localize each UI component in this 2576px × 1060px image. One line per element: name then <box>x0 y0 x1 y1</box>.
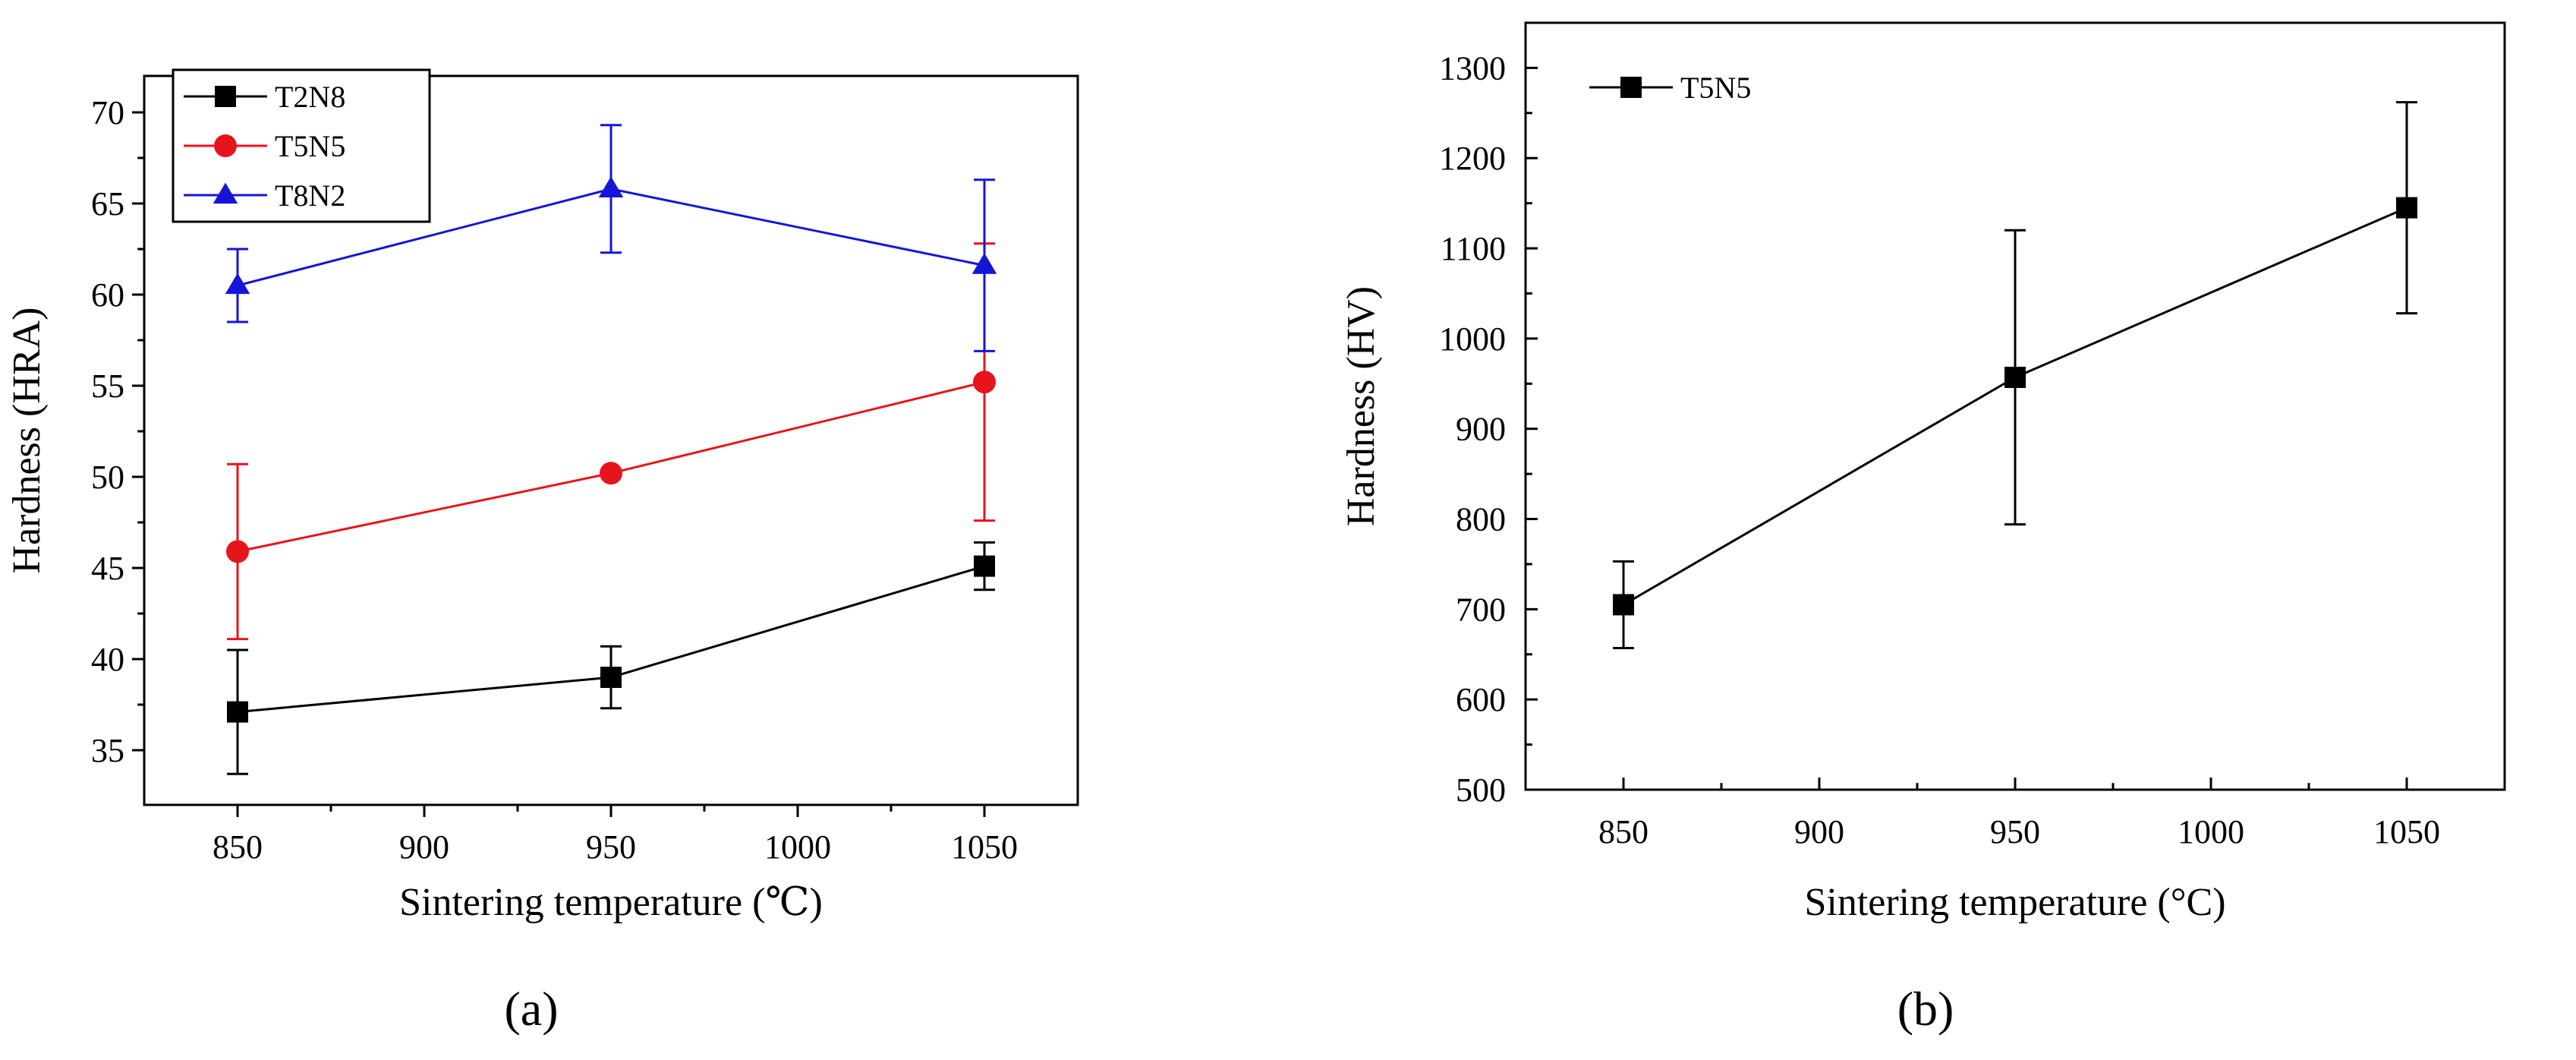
data-point-T2N8 <box>227 701 248 723</box>
y-tick-label: 65 <box>91 185 124 222</box>
chart-panel-a: 850 900 950 1000 1050 35 40 45 50 55 60 65 70 Sinteri… <box>5 68 1079 1036</box>
data-point-T5N5 <box>600 462 622 485</box>
y-tick-label: 900 <box>1456 411 1506 448</box>
legend: T5N5 <box>1589 71 1751 105</box>
y-tick-label: 700 <box>1456 591 1506 628</box>
legend-marker <box>213 182 238 204</box>
y-tick-label: 600 <box>1456 681 1506 718</box>
data-point-T8N2 <box>225 273 250 295</box>
legend-marker <box>215 86 236 107</box>
x-tick-label: 850 <box>213 828 263 866</box>
y-tick-label: 45 <box>91 550 124 587</box>
data-point-T5N5 <box>2396 197 2417 219</box>
data-point-T8N2 <box>972 253 997 274</box>
x-tick-label: 1050 <box>2373 813 2440 850</box>
legend-label: T8N2 <box>275 178 345 213</box>
y-tick-label: 50 <box>91 459 124 496</box>
panel-label: (b) <box>1897 982 1954 1036</box>
y-tick-label: 1300 <box>1439 49 1506 87</box>
data-point-T5N5 <box>2004 366 2026 388</box>
legend: T2N8 T5N5 T8N2 <box>172 68 431 223</box>
y-axis-label: Hardness (HRA) <box>5 308 49 574</box>
y-tick-label: 800 <box>1456 501 1506 538</box>
legend-marker <box>1620 77 1642 98</box>
data-point-T5N5 <box>226 540 249 563</box>
series-T8N2 <box>225 124 997 352</box>
y-tick-label: 1100 <box>1441 230 1506 267</box>
x-tick-label: 950 <box>586 828 636 866</box>
y-tick-label: 1000 <box>1439 320 1506 358</box>
y-tick-label: 55 <box>91 368 124 405</box>
series-T5N5 <box>226 242 996 641</box>
y-tick-label: 40 <box>91 641 124 678</box>
y-tick-label: 500 <box>1456 771 1506 809</box>
data-point-T5N5 <box>1613 594 1634 616</box>
data-point-T2N8 <box>974 555 995 577</box>
x-tick-label: 1050 <box>951 828 1018 866</box>
data-point-T8N2 <box>598 176 624 197</box>
y-tick-label: 35 <box>91 732 124 769</box>
x-tick-label: 850 <box>1598 813 1649 850</box>
legend-label: T2N8 <box>275 80 345 114</box>
legend-marker <box>214 134 237 157</box>
chart-panel-b: 850 900 950 1000 1050 500 600 700 800 900 1000 1100… <box>1340 21 2506 1036</box>
legend-label: T5N5 <box>275 129 345 163</box>
y-tick-label: 60 <box>91 276 124 314</box>
data-point-T2N8 <box>600 667 622 688</box>
data-point-T5N5 <box>973 371 996 394</box>
x-tick-label: 900 <box>399 828 449 866</box>
y-tick-label: 70 <box>91 94 124 131</box>
series-T5N5 <box>1613 101 2417 649</box>
x-axis-label: Sintering temperature (°C) <box>1804 881 2225 924</box>
x-axis-label: Sintering temperature (℃) <box>399 881 823 924</box>
series-T2N8 <box>227 541 995 775</box>
x-tick-label: 1000 <box>2178 813 2244 850</box>
x-tick-label: 1000 <box>764 828 831 866</box>
legend-label: T5N5 <box>1680 71 1751 105</box>
y-tick-label: 1200 <box>1439 140 1506 177</box>
x-tick-label: 900 <box>1794 813 1844 850</box>
x-tick-label: 950 <box>1990 813 2040 850</box>
y-axis-label: Hardness (HV) <box>1340 286 1383 526</box>
panel-label: (a) <box>504 982 558 1036</box>
